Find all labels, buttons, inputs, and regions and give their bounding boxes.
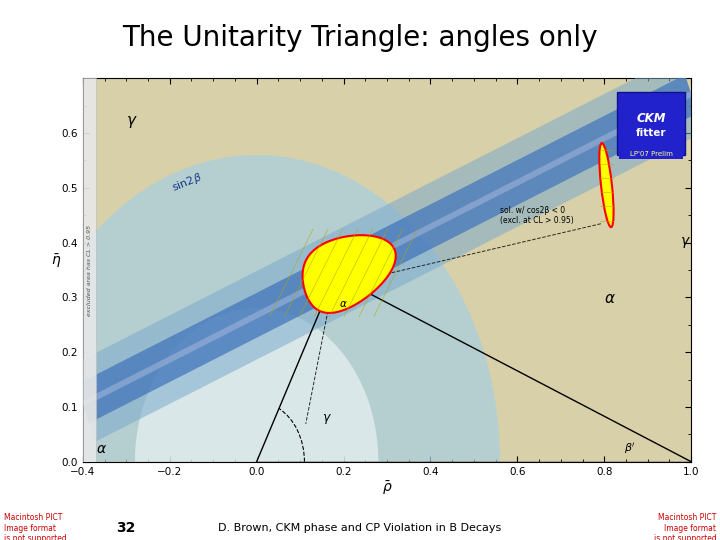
Text: fitter: fitter: [636, 128, 667, 138]
Text: $\gamma$: $\gamma$: [322, 411, 332, 426]
Text: $\alpha$: $\alpha$: [604, 292, 616, 306]
Text: sol. w/ cos2β < 0
(excl. at CL > 0.95): sol. w/ cos2β < 0 (excl. at CL > 0.95): [500, 206, 574, 225]
FancyBboxPatch shape: [617, 92, 685, 155]
Polygon shape: [82, 91, 692, 407]
Text: CKM: CKM: [636, 112, 666, 125]
FancyBboxPatch shape: [618, 150, 683, 159]
Text: Macintosh PICT
Image format
is not supported: Macintosh PICT Image format is not suppo…: [4, 513, 66, 540]
Polygon shape: [76, 75, 698, 423]
Text: excluded area has CL > 0.95: excluded area has CL > 0.95: [87, 225, 92, 315]
Ellipse shape: [599, 143, 613, 227]
Polygon shape: [256, 242, 691, 507]
Text: $\mathrm{sin}2\beta$: $\mathrm{sin}2\beta$: [170, 170, 204, 194]
Text: $\gamma$: $\gamma$: [680, 235, 691, 251]
Text: $\gamma$: $\gamma$: [126, 114, 138, 130]
X-axis label: $\bar{\rho}$: $\bar{\rho}$: [382, 480, 392, 497]
Polygon shape: [256, 0, 631, 462]
Y-axis label: $\bar{\eta}$: $\bar{\eta}$: [50, 252, 61, 270]
Text: $\alpha$: $\alpha$: [96, 442, 107, 456]
Polygon shape: [302, 235, 396, 313]
Text: $\beta'$: $\beta'$: [624, 441, 636, 456]
Text: LP'07 Prelim: LP'07 Prelim: [630, 151, 672, 157]
Polygon shape: [135, 308, 378, 462]
Polygon shape: [71, 56, 703, 442]
Text: The Unitarity Triangle: angles only: The Unitarity Triangle: angles only: [122, 24, 598, 52]
Text: 32: 32: [117, 521, 135, 535]
Text: Macintosh PICT
Image format
is not supported: Macintosh PICT Image format is not suppo…: [654, 513, 716, 540]
Bar: [83, 78, 96, 462]
Text: D. Brown, CKM phase and CP Violation in B Decays: D. Brown, CKM phase and CP Violation in …: [218, 523, 502, 533]
Text: $\alpha$: $\alpha$: [339, 299, 348, 309]
Polygon shape: [13, 155, 500, 462]
